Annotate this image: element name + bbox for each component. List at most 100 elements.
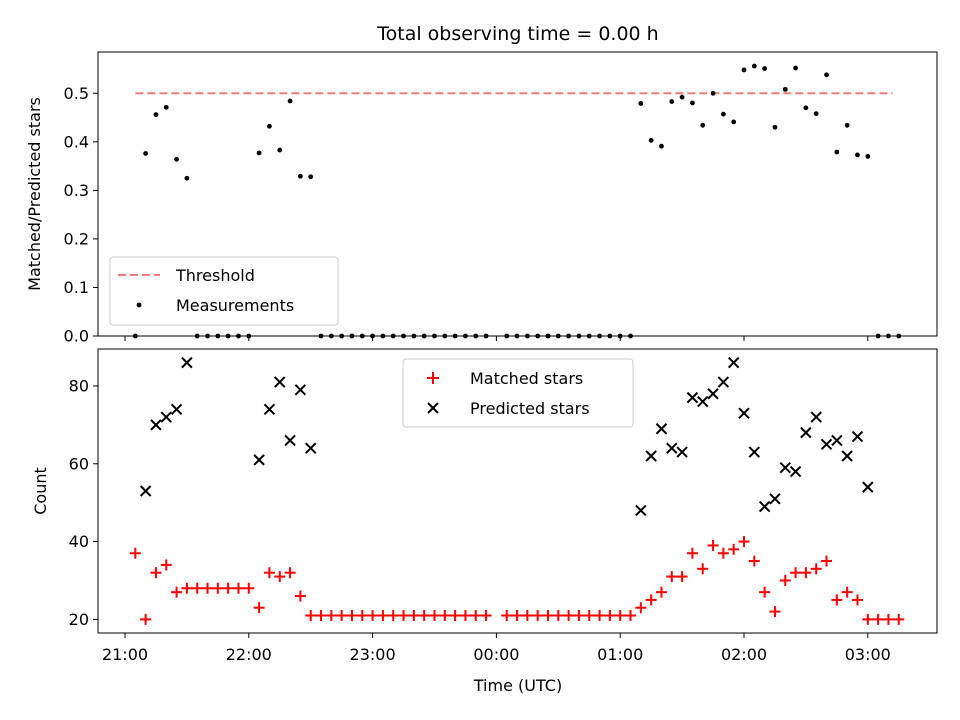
chart-title: Total observing time = 0.00 h [376,23,658,45]
matched-point [140,613,152,625]
matched-point [398,609,410,621]
matched-point [800,567,812,579]
top-y-tick-label: 0.2 [64,229,89,248]
top-y-tick-label: 0.4 [64,132,89,151]
matched-point [645,594,657,606]
measurement-point [690,100,695,106]
measurement-point [731,119,737,125]
matched-point [686,547,698,559]
matched-point [552,609,564,621]
top-y-tick-label: 0.0 [64,327,89,346]
predicted-point [253,454,265,466]
measurement-point [174,156,179,162]
matched-point [129,547,141,559]
measurement-point [638,101,644,106]
bottom-y-tick-label: 20 [69,610,89,629]
measurement-point [834,149,840,155]
x-tick-label: 01:00 [597,645,643,664]
measurement-point [153,112,159,118]
matched-point [274,571,286,583]
matched-point [790,567,802,579]
measurement-point [844,122,850,128]
bottom-y-tick-label: 60 [69,454,89,473]
predicted-point [655,423,668,435]
predicted-point [645,450,657,462]
matched-point [759,586,771,598]
x-tick-label: 21:00 [102,645,148,664]
predicted-point [810,411,822,423]
matched-point [779,574,791,586]
top-legend-box [109,256,339,326]
matched-point [305,609,317,621]
matched-point [676,571,688,583]
predicted-point [181,356,193,369]
matched-legend-label: Matched stars [470,369,583,388]
matched-point [160,559,172,571]
matched-point [841,586,853,598]
matched-point [356,609,368,621]
predicted-point [263,403,276,416]
matched-point [563,609,575,621]
matched-point [171,586,183,598]
predicted-point [274,376,286,388]
x-axis-label: Time (UTC) [473,676,562,695]
top-marks [132,63,902,339]
predicted-point [686,391,699,404]
matched-point [594,609,606,621]
predicted-point [779,461,791,474]
top-y-tick-label: 0.5 [64,84,89,103]
bottom-x-ticks: 21:00 22:00 23:00 00:00 01:00 02:00 03:00 [102,633,891,664]
matched-point [470,609,482,621]
matched-point [501,609,513,621]
predicted-point [862,481,874,493]
matched-point [707,539,719,551]
matched-point [263,567,275,579]
matched-point [810,563,822,575]
measurement-point [648,137,654,143]
matched-point [893,613,905,625]
predicted-point [707,388,719,400]
predicted-legend-swatch [427,402,439,414]
top-x-ticks [124,336,869,341]
matched-point [377,609,389,621]
predicted-point [841,450,853,462]
matched-point [480,609,492,621]
bottom-marks [129,356,905,625]
predicted-point [748,446,761,458]
x-tick-label: 23:00 [350,645,396,664]
measurements-legend-label: Measurements [176,296,294,315]
measurement-point [700,122,706,128]
predicted-point [717,376,730,388]
predicted-point [851,430,864,443]
top-y-tick-label: 0.1 [64,278,89,297]
bottom-legend: Matched stars Predicted stars [402,358,634,428]
matched-point [325,609,337,621]
x-tick-label: 03:00 [845,645,891,664]
matched-point [542,609,554,621]
measurement-point [813,111,819,117]
matched-point [625,609,637,621]
matched-point [439,609,451,621]
predicted-point [697,395,709,408]
measurement-point [720,111,726,117]
matched-point [573,609,585,621]
matched-point [655,586,667,598]
predicted-point [769,493,781,505]
matched-point [202,582,214,594]
predicted-point [666,442,678,454]
measurement-point [782,86,788,92]
bottom-legend-box [402,358,634,428]
matched-point [872,613,884,625]
predicted-point [170,403,183,416]
x-tick-label: 00:00 [473,645,519,664]
matched-point [232,582,244,594]
matched-point [604,609,616,621]
predicted-point [304,442,317,454]
matched-point [728,543,740,555]
bottom-y-tick-label: 80 [69,376,89,395]
bottom-panel: 20 40 60 80 21:00 22:00 23:00 00:00 01:00 02:00 0… [31,348,938,695]
measurement-point [710,90,716,96]
bottom-y-tick-label: 40 [69,532,89,551]
measurements-legend-swatch [136,302,142,308]
